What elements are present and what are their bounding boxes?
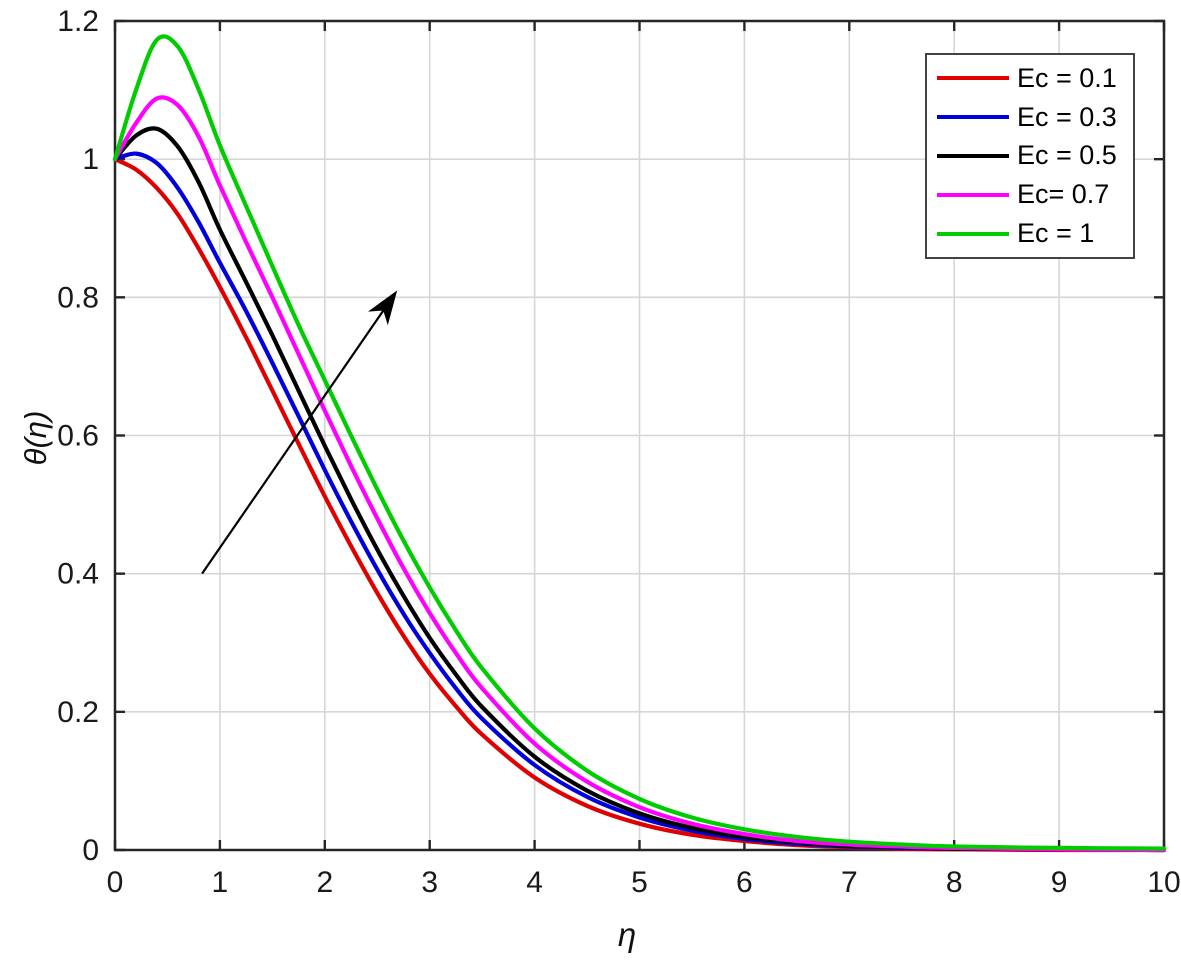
legend-line-swatch-ec-0-3 bbox=[937, 115, 1009, 120]
legend-label: Ec = 0.3 bbox=[1017, 101, 1117, 132]
y-tick-label: 1.2 bbox=[57, 5, 99, 38]
legend-label: Ec= 0.7 bbox=[1017, 179, 1110, 210]
x-tick-label: 1 bbox=[212, 866, 229, 899]
legend-line-swatch-ec-0-1 bbox=[937, 76, 1009, 81]
y-axis-label: θ(η) bbox=[18, 410, 53, 466]
x-tick-label: 8 bbox=[946, 866, 963, 899]
y-tick-label: 0.4 bbox=[57, 558, 99, 591]
legend-line-swatch-ec-0-7 bbox=[937, 192, 1009, 197]
y-tick-label: 0.2 bbox=[57, 696, 99, 729]
legend-line-swatch-ec-0-5 bbox=[937, 153, 1009, 158]
curve-ec-0.7 bbox=[112, 95, 1167, 853]
x-tick-label: 9 bbox=[1051, 866, 1068, 899]
y-tick-label: 0.6 bbox=[57, 420, 99, 453]
x-tick-label: 4 bbox=[526, 866, 543, 899]
legend-label: Ec = 1 bbox=[1017, 218, 1095, 249]
legend-item: Ec = 0.5 bbox=[937, 137, 1129, 176]
x-tick-label: 7 bbox=[841, 866, 858, 899]
x-tick-label: 5 bbox=[631, 866, 648, 899]
x-tick-label: 3 bbox=[421, 866, 438, 899]
x-tick-label: 2 bbox=[316, 866, 333, 899]
legend-line-swatch-ec-1 bbox=[937, 231, 1009, 236]
legend-item: Ec = 1 bbox=[937, 214, 1129, 253]
y-tick-label: 0.8 bbox=[57, 281, 99, 314]
y-tick-label: 0 bbox=[82, 834, 99, 867]
y-tick-label: 1 bbox=[82, 143, 99, 176]
x-tick-label: 0 bbox=[107, 866, 124, 899]
legend-item: Ec= 0.7 bbox=[937, 175, 1129, 214]
curve-ec-1 bbox=[112, 34, 1167, 851]
x-tick-label: 10 bbox=[1147, 866, 1180, 899]
annotation-arrow-shaft bbox=[201, 305, 388, 575]
legend-label: Ec = 0.1 bbox=[1017, 62, 1117, 93]
legend-label: Ec = 0.5 bbox=[1017, 140, 1117, 171]
annotation-arrow-head bbox=[368, 290, 398, 326]
legend-item: Ec = 0.1 bbox=[937, 59, 1129, 98]
legend: Ec = 0.1 Ec = 0.3 Ec = 0.5 Ec= 0.7 Ec = … bbox=[925, 53, 1135, 259]
x-axis-label: η bbox=[617, 916, 637, 953]
x-tick-label: 6 bbox=[736, 866, 753, 899]
legend-item: Ec = 0.3 bbox=[937, 98, 1129, 137]
